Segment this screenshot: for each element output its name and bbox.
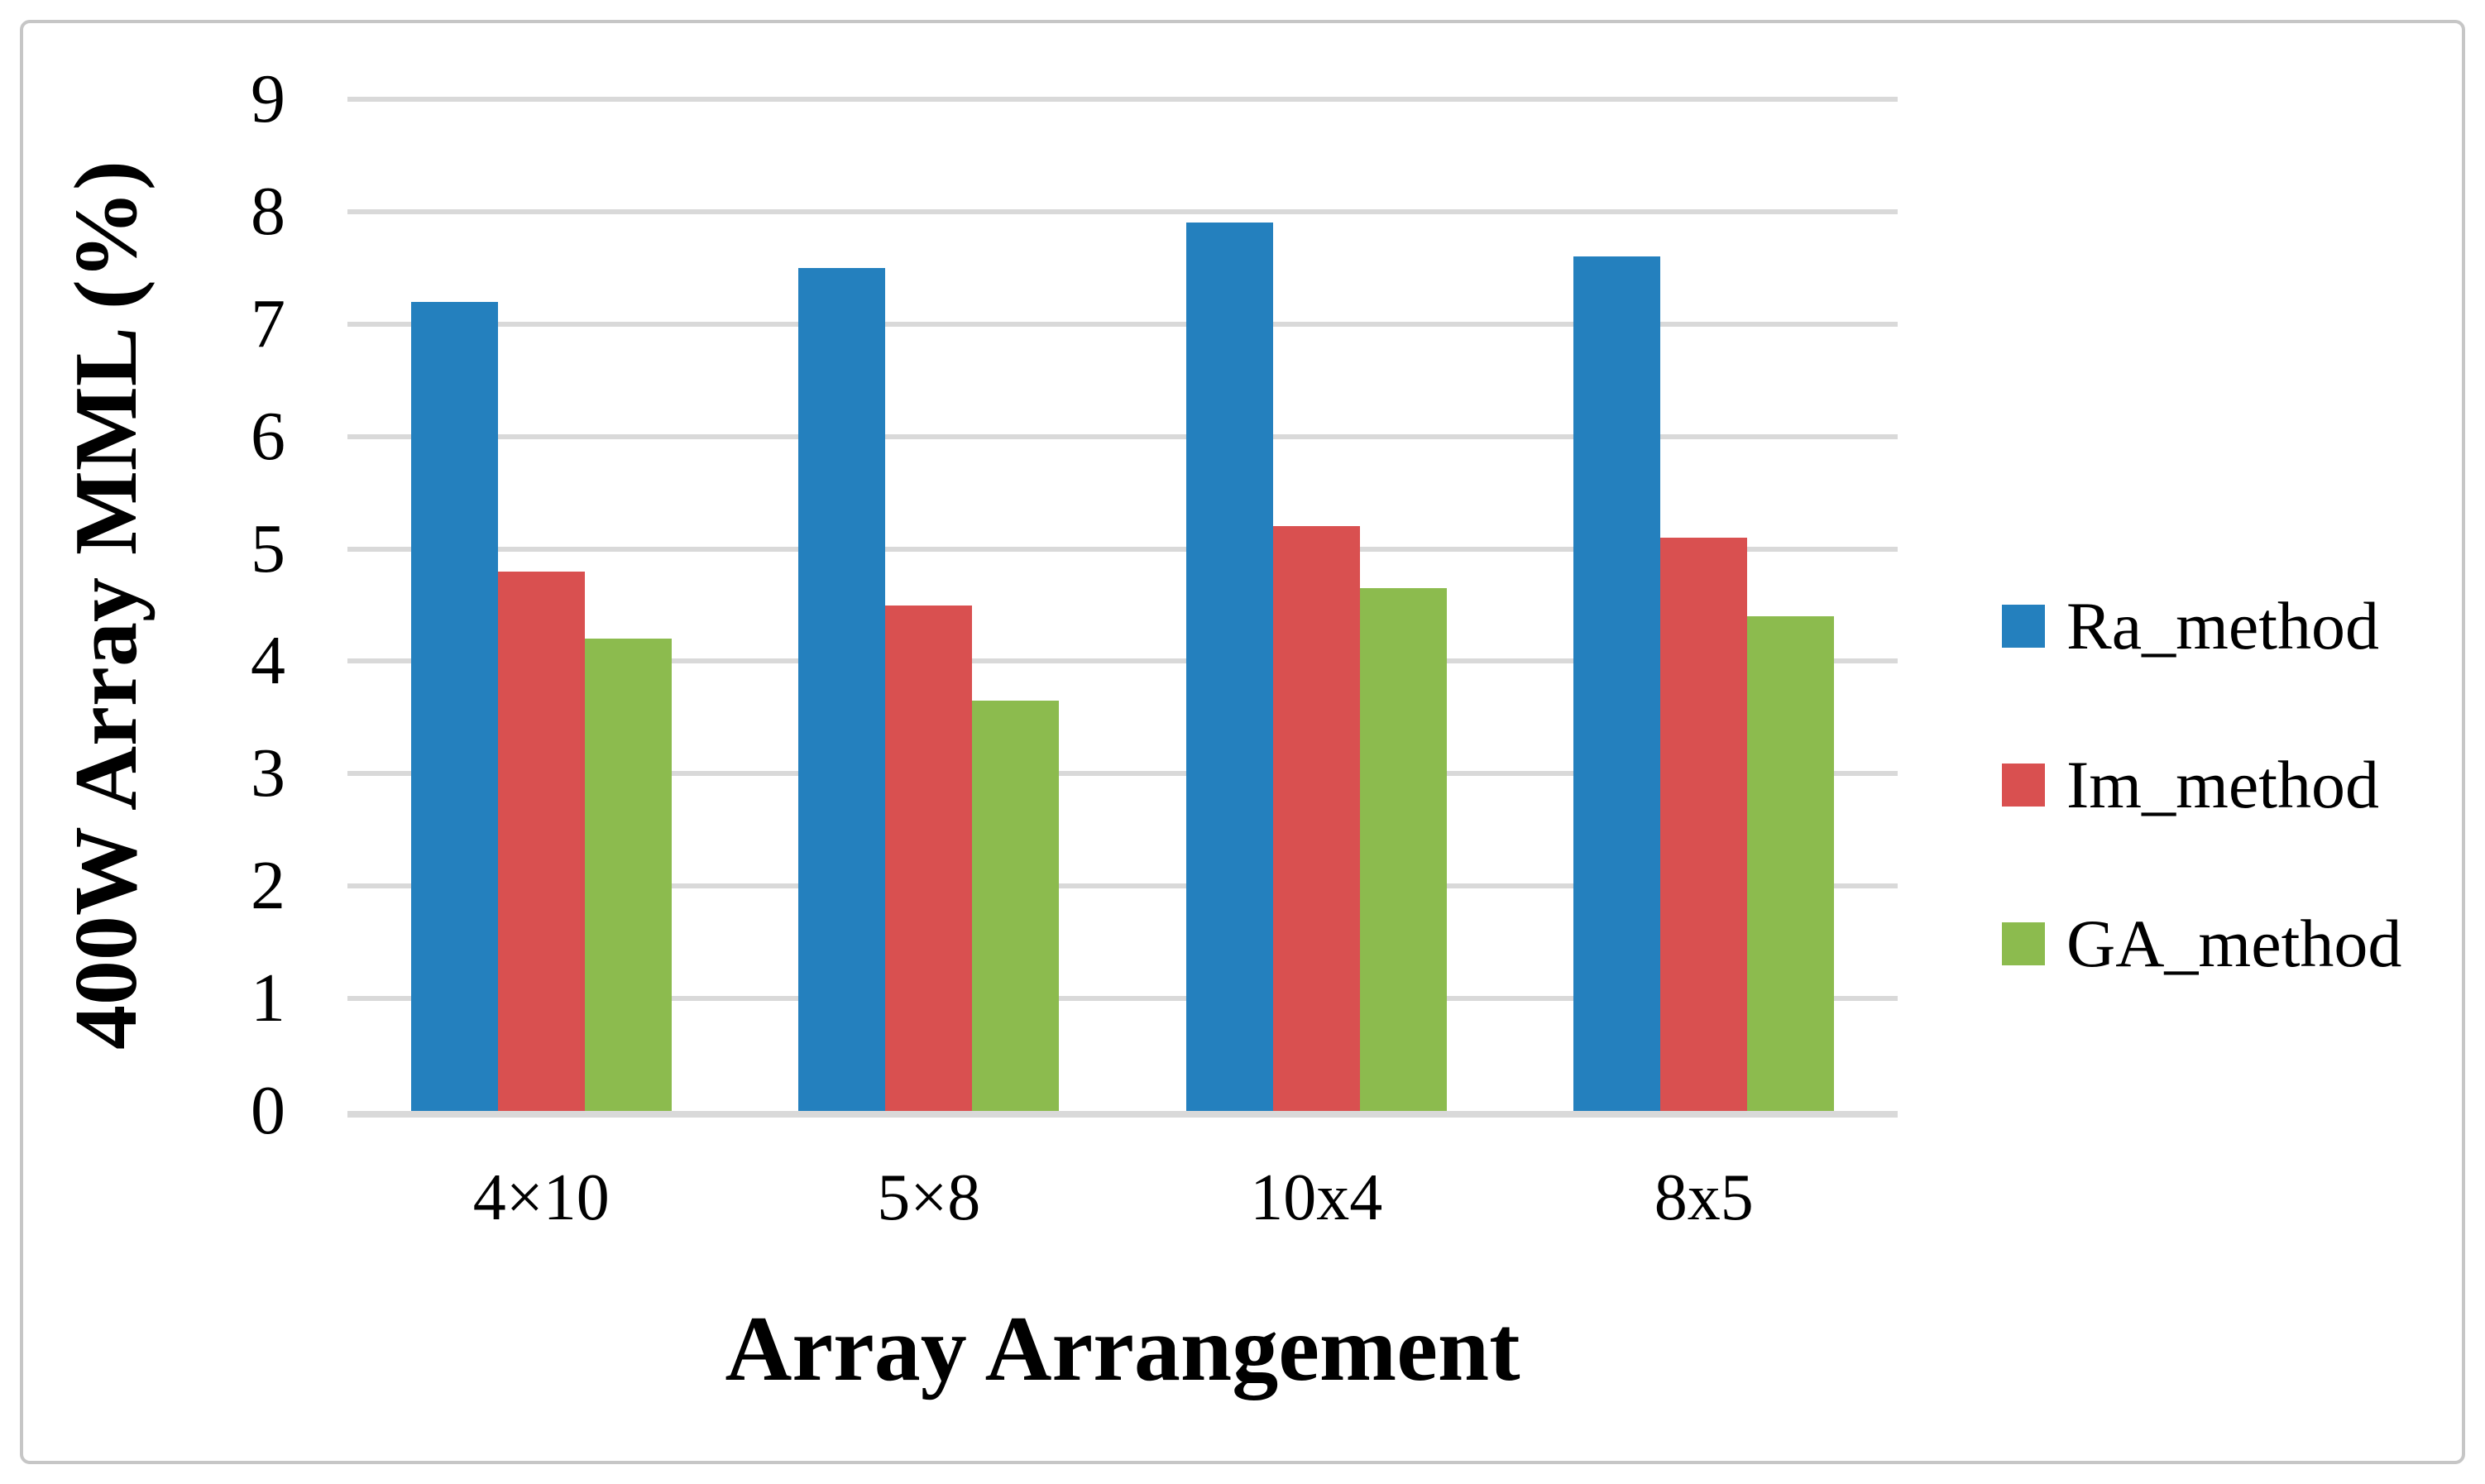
gridline [347, 883, 1898, 889]
bar-im_method [497, 571, 585, 1111]
bar-ga_method [972, 701, 1060, 1111]
bar-ra_method [1573, 256, 1661, 1111]
legend-label: GA_method [2066, 906, 2402, 982]
x-tick-label: 10x4 [1250, 1161, 1383, 1234]
gridline [347, 208, 1898, 214]
y-tick-label: 6 [251, 397, 285, 475]
bar-ra_method [798, 267, 886, 1111]
x-tick-label: 8x5 [1654, 1161, 1754, 1234]
bar-ra_method [1185, 223, 1273, 1111]
gridline [347, 433, 1898, 439]
bar-ga_method [584, 639, 672, 1111]
y-tick-label: 7 [251, 285, 285, 362]
x-axis-title: Array Arrangement [725, 1298, 1520, 1400]
bar-group [347, 99, 735, 1111]
legend-label: Ra_method [2066, 588, 2380, 663]
legend-item-ra_method: Ra_method [2002, 588, 2401, 663]
legend-swatch [2002, 764, 2045, 807]
gridline [347, 771, 1898, 777]
x-axis-line [347, 1111, 1898, 1118]
bar-group [1123, 99, 1511, 1111]
bar-group [735, 99, 1123, 1111]
legend-label: Im_method [2066, 747, 2380, 823]
legend-swatch [2002, 922, 2045, 966]
bar-groups [347, 99, 1898, 1111]
y-tick-label: 3 [251, 735, 285, 812]
bar-group [1511, 99, 1898, 1111]
bar-im_method [885, 605, 973, 1111]
x-tick-label: 4×10 [472, 1161, 610, 1234]
bar-im_method [1660, 537, 1748, 1111]
bar-im_method [1272, 526, 1360, 1111]
bar-ga_method [1747, 616, 1835, 1111]
plot-area [347, 97, 1898, 1118]
y-tick-label: 2 [251, 847, 285, 925]
legend-swatch [2002, 605, 2045, 649]
gridline [347, 97, 1898, 102]
y-tick-label: 9 [251, 60, 285, 137]
y-tick-label: 8 [251, 172, 285, 250]
legend: Ra_method Im_method GA_method [2002, 588, 2401, 982]
y-tick-label: 4 [251, 622, 285, 700]
y-tick-label: 5 [251, 510, 285, 587]
legend-item-ga_method: GA_method [2002, 907, 2401, 981]
gridline [347, 658, 1898, 664]
gridline [347, 996, 1898, 1002]
bar-ga_method [1359, 588, 1447, 1111]
y-tick-label: 1 [251, 960, 285, 1037]
legend-item-im_method: Im_method [2002, 747, 2401, 823]
gridlines [347, 97, 1898, 1111]
x-tick-label: 5×8 [877, 1161, 981, 1234]
gridline [347, 546, 1898, 552]
x-axis-labels: 4×10 5×8 10x4 8x5 [347, 1156, 1898, 1239]
gridline [347, 321, 1898, 327]
bar-ra_method [410, 301, 498, 1111]
y-tick-label: 0 [251, 1072, 285, 1149]
